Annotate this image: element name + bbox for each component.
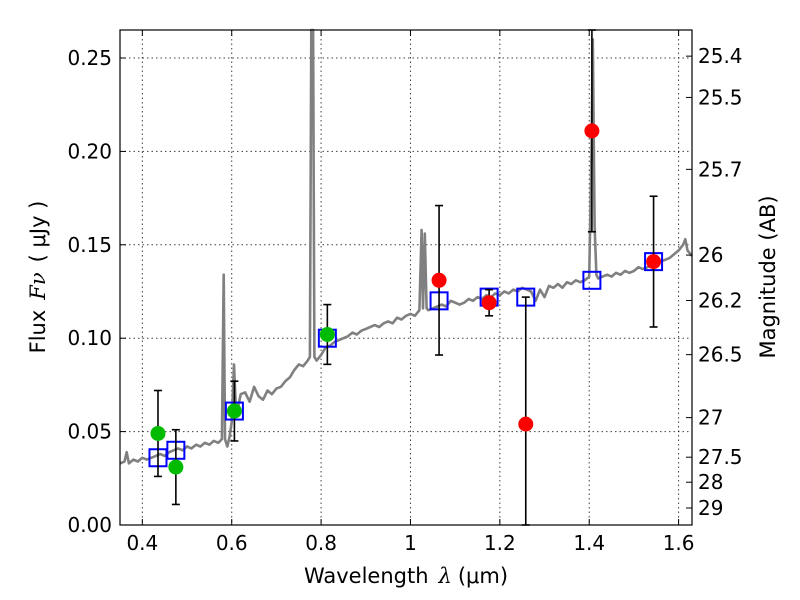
x-tick-label: 0.6 — [216, 531, 248, 555]
y2-tick-label: 26.5 — [698, 343, 743, 367]
series-layer — [119, 28, 694, 526]
y-tick-label: 0.20 — [67, 139, 112, 163]
y2-tick-label: 25.4 — [698, 44, 743, 68]
y2-tick-label: 29 — [698, 496, 723, 520]
observed-point — [226, 403, 242, 419]
observed-point — [168, 459, 184, 475]
observed-point — [319, 326, 335, 342]
y-tick-label: 0.25 — [67, 46, 112, 70]
observed-point — [481, 295, 497, 311]
model-photometry-square — [582, 270, 602, 290]
y-tick-label: 0.05 — [67, 420, 112, 444]
observed-point — [646, 254, 662, 270]
observed-point — [584, 123, 600, 139]
y-tick-label: 0.10 — [67, 326, 112, 350]
x-tick-label: 1.6 — [663, 531, 695, 555]
y-tick-label: 0.00 — [67, 513, 112, 537]
y-axis-label: FluxFν( μJy ) — [26, 201, 50, 354]
observed-point — [431, 272, 447, 288]
y2-axis-label: Magnitude (AB) — [756, 195, 780, 358]
plot-frame — [119, 29, 693, 526]
x-tick-label: 0.8 — [305, 531, 337, 555]
x-tick-label: 1.4 — [573, 531, 605, 555]
y2-tick-label: 26 — [698, 243, 723, 267]
x-axis-label: Wavelength λ (μm) — [304, 564, 508, 588]
ticks-layer: 0.4 0.6 0.8 1 1.2 1.4 1.6 0.00 0.05 0.10 0.15 0.20 0… — [67, 30, 743, 555]
x-tick-label: 0.4 — [126, 531, 158, 555]
observed-point — [518, 416, 534, 432]
x-tick-label: 1 — [404, 531, 417, 555]
y2-tick-label: 26.2 — [698, 288, 743, 312]
y2-tick-label: 28 — [698, 470, 723, 494]
y-tick-label: 0.15 — [67, 233, 112, 257]
spectrum-line — [119, 28, 694, 465]
y2-tick-label: 27.5 — [698, 445, 743, 469]
grid-layer — [120, 30, 692, 526]
y2-tick-label: 25.5 — [698, 85, 743, 109]
y2-tick-label: 25.7 — [698, 157, 743, 181]
observed-point — [150, 425, 166, 441]
x-tick-label: 1.2 — [484, 531, 516, 555]
y2-tick-label: 27 — [698, 406, 723, 430]
